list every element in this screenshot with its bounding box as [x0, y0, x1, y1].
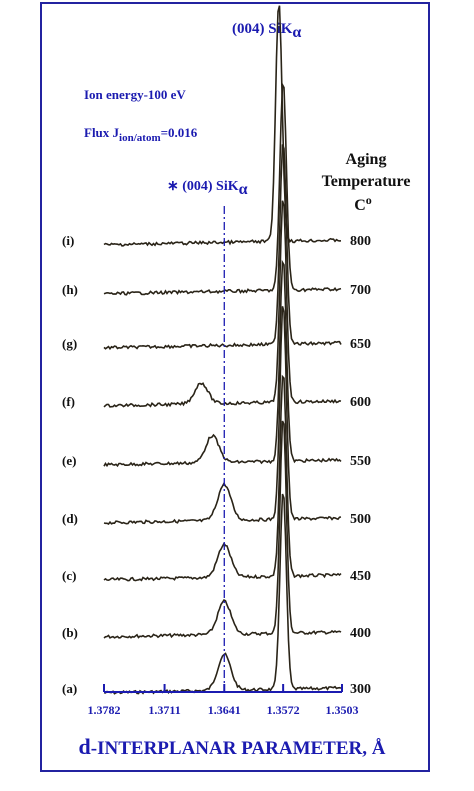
temperature-label: 800	[350, 234, 371, 249]
curve-d	[103, 306, 342, 525]
curve-e	[103, 259, 342, 468]
x-tick-label: 1.3782	[88, 703, 121, 717]
curve-g	[103, 144, 342, 351]
curve-label: (i)	[62, 233, 74, 248]
curve-label: (h)	[62, 282, 78, 297]
sik-star-label: ∗ (004) SiKα	[167, 179, 248, 198]
curve-b	[103, 420, 342, 639]
curve-label: (a)	[62, 681, 77, 696]
curve-f	[103, 200, 342, 408]
temperature-label: 300	[350, 682, 371, 697]
curve-c	[103, 374, 342, 582]
legend-title-aging: Aging	[346, 151, 387, 168]
curves-group: (a) 300 (b) 400 (c) 450 (d) 500 (e) 550 (f) 600 (g) 6…	[62, 5, 371, 697]
curve-label: (b)	[62, 625, 78, 640]
x-axis: 1.3782 1.3711 1.3641 1.3572 1.3503	[88, 206, 359, 717]
legend-title-unit: Co	[354, 193, 372, 214]
sik-main-label: (004) SiKα	[232, 21, 301, 41]
x-tick-label: 1.3572	[267, 703, 300, 717]
temperature-label: 700	[350, 283, 371, 298]
curve-label: (g)	[62, 336, 77, 351]
temperature-label: 650	[350, 337, 371, 352]
x-axis-title: d-INTERPLANAR PARAMETER, Å	[79, 734, 386, 759]
legend-title-temperature: Temperature	[322, 173, 411, 190]
curve-label: (e)	[62, 453, 76, 468]
curve-h	[103, 81, 342, 296]
ion-energy-label: Ion energy-100 eV	[84, 87, 186, 102]
temperature-label: 600	[350, 395, 371, 410]
temperature-label: 500	[350, 512, 371, 527]
temperature-label: 450	[350, 569, 371, 584]
curve-label: (d)	[62, 511, 78, 526]
curve-i	[103, 5, 342, 247]
x-tick-label: 1.3641	[208, 703, 241, 717]
temperature-label: 550	[350, 454, 371, 469]
x-tick-label: 1.3711	[148, 703, 180, 717]
curve-label: (f)	[62, 394, 75, 409]
curve-a	[103, 493, 342, 695]
figure-frame	[40, 2, 430, 772]
x-tick-label: 1.3503	[326, 703, 359, 717]
curve-label: (c)	[62, 568, 76, 583]
flux-label: Flux Jion/atom=0.016	[84, 125, 198, 144]
temperature-label: 400	[350, 626, 371, 641]
